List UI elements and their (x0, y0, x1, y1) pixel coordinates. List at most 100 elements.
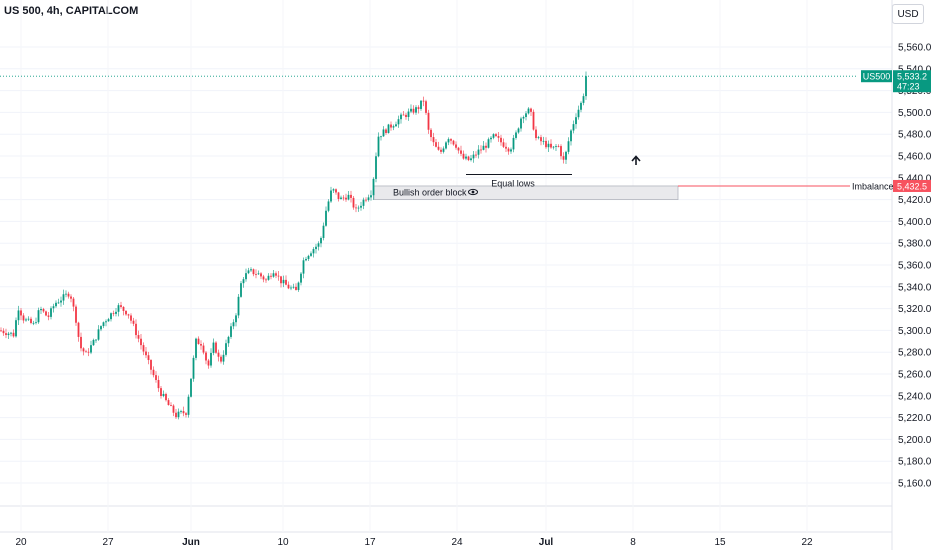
candle-body (577, 109, 580, 118)
candle-body (470, 158, 472, 161)
candle-body (32, 322, 35, 324)
candle-body (457, 147, 460, 151)
candle-body (225, 343, 227, 355)
candle-body (265, 279, 267, 281)
y-tick-label: 5,340.0 (898, 282, 932, 293)
candle-body (242, 279, 245, 284)
candle-body (15, 320, 17, 337)
candle-body (395, 124, 397, 127)
candle-body (312, 249, 315, 254)
candle-body (517, 128, 520, 133)
candle-body (385, 129, 387, 133)
candle-body (97, 329, 100, 340)
candle-body (330, 190, 332, 202)
candle-body (230, 326, 232, 337)
y-tick-label: 5,300.0 (898, 326, 932, 337)
candle-body (482, 145, 485, 150)
candle-body (415, 107, 417, 113)
candle-body (435, 142, 437, 147)
candle-body (555, 146, 557, 147)
candle-body (102, 322, 105, 327)
candle-body (392, 126, 395, 128)
candle-body (262, 276, 265, 280)
candle-body (210, 352, 212, 366)
candle-body (505, 146, 507, 149)
candle-body (65, 293, 67, 295)
candle-body (25, 319, 27, 321)
candle-body (552, 146, 555, 148)
y-tick-label: 5,280.0 (898, 348, 932, 359)
candle-body (222, 354, 225, 362)
candle-body (12, 332, 15, 337)
candle-body (315, 246, 317, 250)
candle-body (502, 142, 505, 147)
candle-body (375, 156, 377, 179)
order-block-label: Bullish order block (393, 187, 467, 197)
candle-body (80, 336, 82, 349)
x-tick-label: 20 (15, 537, 27, 548)
candle-body (462, 153, 465, 159)
candle-body (410, 108, 412, 112)
candle-body (72, 298, 75, 307)
candle-body (35, 322, 37, 324)
candle-body (527, 108, 530, 114)
candle-body (237, 296, 240, 316)
candle-body (295, 286, 297, 290)
candle-body (130, 315, 132, 321)
candle-body (585, 76, 587, 97)
candle-body (82, 348, 85, 352)
candle-body (425, 101, 427, 113)
symbol-tag-label: US500 (863, 72, 891, 82)
candle-body (355, 207, 357, 209)
y-tick-label: 5,500.0 (898, 108, 932, 119)
y-tick-label: 5,560.0 (898, 43, 932, 54)
candle-body (140, 338, 142, 346)
candle-body (52, 306, 55, 309)
candle-body (192, 357, 195, 379)
current-price-tag (893, 70, 931, 93)
candle-body (42, 309, 45, 312)
candle-body (135, 323, 137, 336)
candle-body (5, 333, 7, 336)
x-tick-label: 24 (451, 537, 463, 548)
candle-body (537, 137, 540, 139)
candle-body (157, 379, 160, 389)
candle-body (115, 311, 117, 314)
candle-body (382, 129, 385, 137)
candle-body (132, 320, 135, 324)
order-block (0, 75, 858, 201)
candle-body (360, 205, 362, 208)
candle-body (430, 129, 432, 138)
candle-body (325, 210, 327, 226)
candle-body (495, 134, 497, 137)
candle-body (567, 141, 570, 152)
x-tick-label: 27 (102, 537, 114, 548)
candle-body (90, 345, 92, 353)
candle-body (487, 139, 490, 148)
x-tick-label: Jul (539, 537, 554, 548)
candle-body (190, 378, 192, 397)
candle-body (535, 129, 537, 139)
candle-body (22, 315, 25, 321)
candle-body (575, 117, 577, 125)
candle-body (272, 273, 275, 277)
price-axis: 5,560.05,540.05,520.05,500.05,480.05,460… (898, 43, 932, 490)
candle-body (480, 149, 482, 151)
candle-body (30, 318, 32, 324)
candle-body (307, 255, 310, 259)
candle-body (117, 305, 120, 312)
candle-body (70, 296, 72, 299)
imbalance-label: Imbalance (852, 181, 894, 191)
x-tick-label: 22 (801, 537, 813, 548)
y-tick-label: 5,380.0 (898, 239, 932, 250)
candle-body (345, 197, 347, 200)
x-tick-label: 15 (714, 537, 726, 548)
candle-body (322, 225, 325, 238)
candle-body (300, 273, 302, 283)
candle-body (182, 411, 185, 414)
candle-body (2, 330, 5, 334)
candle-body (412, 108, 415, 113)
candle-body (310, 253, 312, 256)
candle-body (195, 338, 197, 358)
